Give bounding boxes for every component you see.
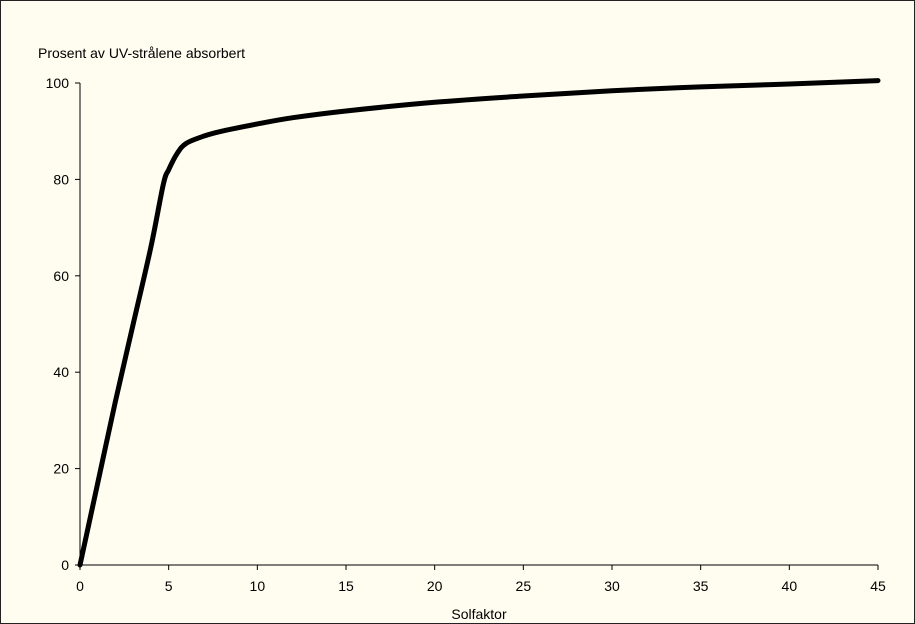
x-tick-label: 10 [250, 578, 266, 594]
y-tick-label: 80 [53, 171, 69, 187]
y-tick-label: 40 [53, 364, 69, 380]
series-line [77, 78, 881, 568]
x-tick-label: 35 [693, 578, 709, 594]
x-tick-label: 40 [782, 578, 798, 594]
x-tick-label: 30 [604, 578, 620, 594]
x-tick-label: 20 [427, 578, 443, 594]
x-tick-label: 5 [165, 578, 173, 594]
x-tick-label: 25 [516, 578, 532, 594]
y-tick-label: 100 [46, 75, 70, 91]
plot-area [77, 78, 881, 568]
y-tick-label: 20 [53, 461, 69, 477]
x-axis-title: Solfaktor [451, 606, 507, 622]
x-tick-label: 15 [338, 578, 354, 594]
x-tick-label: 45 [870, 578, 886, 594]
y-tick-label: 0 [61, 557, 69, 573]
y-axis-title: Prosent av UV-strålene absorbert [38, 45, 245, 61]
x-tick-label: 0 [76, 578, 84, 594]
tick-labels: 0 20 40 60 80 100 0 5 10 15 20 25 30 35 40 45 [46, 75, 886, 594]
y-tick-label: 60 [53, 268, 69, 284]
axes [75, 82, 879, 570]
